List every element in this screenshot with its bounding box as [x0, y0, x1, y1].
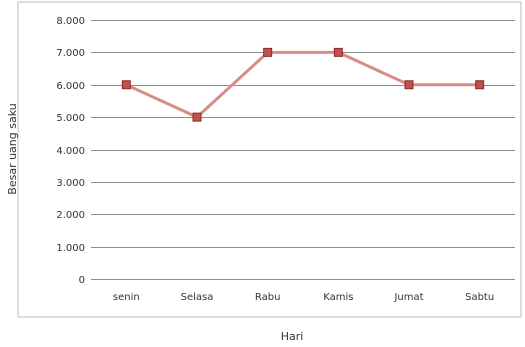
y-tick-label: 3.000 — [56, 178, 85, 189]
x-tick-label: Rabu — [255, 292, 281, 303]
x-axis-title: Hari — [281, 330, 304, 343]
y-axis-ticks: 0 1.000 2.000 3.000 4.000 5.000 6.000 7.000 8.00… — [56, 16, 85, 286]
data-point — [404, 80, 414, 90]
y-tick-label: 5.000 — [56, 113, 85, 124]
series-line — [124, 50, 482, 119]
data-point — [121, 80, 131, 90]
y-tick-label: 1.000 — [56, 243, 85, 254]
x-tick-label: senin — [113, 292, 140, 303]
series-layer — [121, 47, 485, 122]
x-tick-label: Selasa — [181, 292, 214, 303]
y-tick-label: 0 — [79, 275, 85, 286]
data-point — [333, 47, 343, 57]
x-axis-ticks: senin Selasa Rabu Kamis Jumat Sabtu — [113, 292, 494, 303]
data-point — [475, 80, 485, 90]
y-tick-label: 6.000 — [56, 81, 85, 92]
data-point — [263, 47, 273, 57]
x-tick-label: Kamis — [323, 292, 353, 303]
x-tick-label: Sabtu — [465, 292, 494, 303]
y-tick-label: 4.000 — [56, 146, 85, 157]
y-axis-title: Besar uang saku — [6, 103, 19, 194]
x-tick-label: Jumat — [393, 292, 423, 303]
y-tick-label: 2.000 — [56, 210, 85, 221]
y-tick-label: 7.000 — [56, 48, 85, 59]
y-tick-label: 8.000 — [56, 16, 85, 27]
data-point — [192, 112, 202, 122]
